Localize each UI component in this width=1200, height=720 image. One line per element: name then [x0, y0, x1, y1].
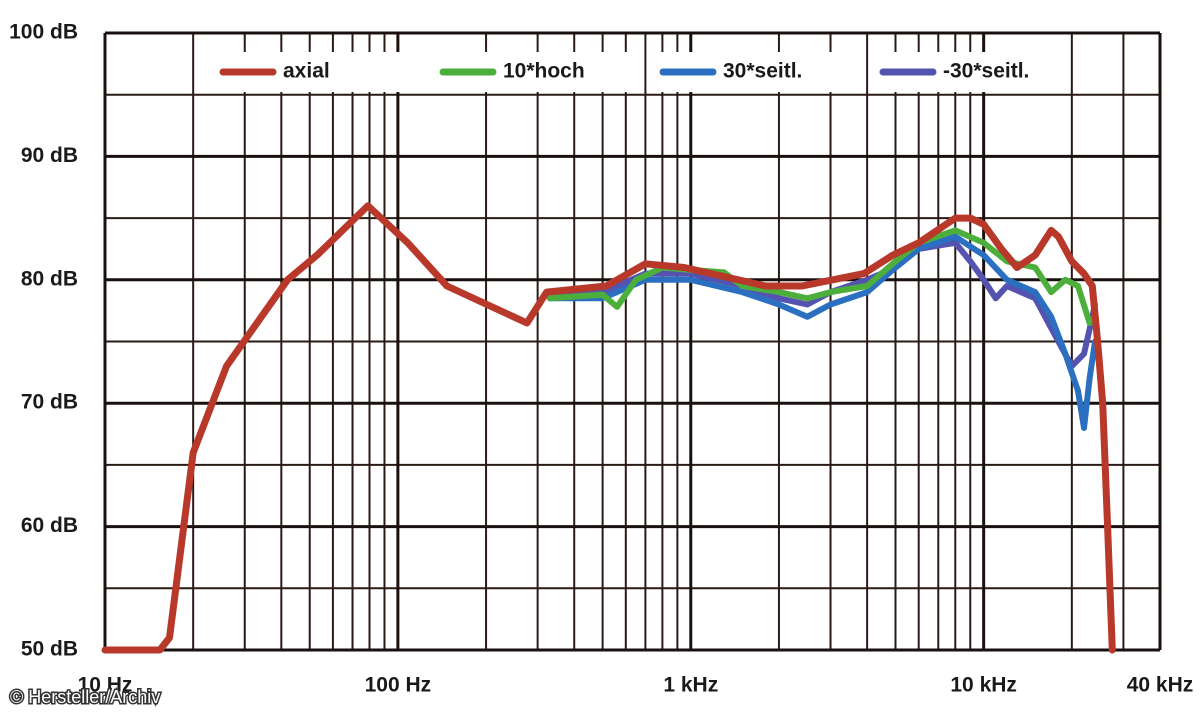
y-tick-label: 60 dB: [21, 514, 78, 537]
y-tick-label: 70 dB: [21, 391, 78, 414]
tick-labels: 50 dB 60 dB 70 dB 80 dB 90 dB 100 dB 10 Hz 100 …: [9, 21, 1193, 697]
legend-label: 30*seitl.: [723, 60, 802, 83]
x-tick-label: 1 kHz: [663, 674, 718, 697]
legend-label: 10*hoch: [503, 60, 585, 83]
series-line: [546, 233, 1098, 431]
y-tick-label: 100 dB: [9, 21, 78, 44]
series-line: [546, 227, 1098, 326]
series-line: [101, 202, 1116, 654]
x-tick-label: 100 Hz: [365, 674, 432, 697]
grid: [103, 31, 1162, 652]
legend-label: -30*seitl.: [943, 60, 1029, 83]
y-tick-label: 90 dB: [21, 144, 78, 167]
x-tick-label: 10 kHz: [950, 674, 1017, 697]
x-tick-label: 10 Hz: [78, 674, 133, 697]
legend-label: axial: [283, 60, 330, 83]
copyright: © Hersteller/Archiv: [10, 687, 160, 707]
legend: axial 10*hoch 30*seitl. -30*seitl.: [210, 52, 1070, 92]
y-tick-label: 80 dB: [21, 267, 78, 290]
y-tick-label: 50 dB: [21, 638, 78, 661]
plot-lines: [101, 202, 1116, 654]
x-tick-label: 40 kHz: [1127, 674, 1194, 697]
